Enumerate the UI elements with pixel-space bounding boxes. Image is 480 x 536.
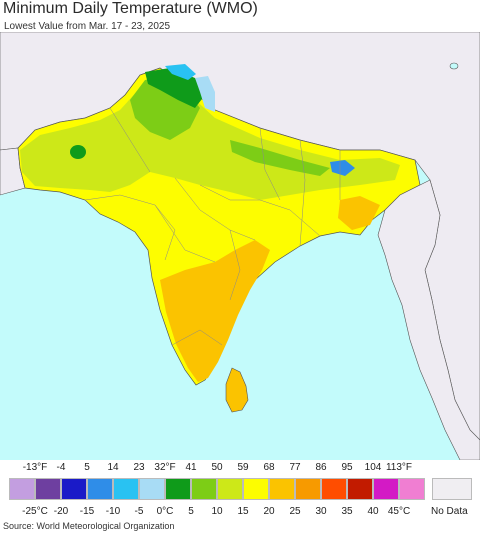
legend-c-label: -5: [134, 506, 144, 517]
legend-swatch: [269, 478, 295, 500]
temperature-map: [0, 32, 480, 460]
map-svg: [0, 32, 480, 460]
legend-c-label: 30: [315, 506, 327, 517]
legend-f-label: 41: [185, 462, 197, 473]
legend-swatch: [113, 478, 139, 500]
legend-f-label: 23: [133, 462, 145, 473]
legend-swatch: [373, 478, 399, 500]
legend-c-label: -20: [53, 506, 69, 517]
legend-f-label: 86: [315, 462, 327, 473]
legend-c-label: 5: [188, 506, 194, 517]
legend-swatch: [399, 478, 425, 500]
legend-c-label: 45°C: [387, 506, 411, 517]
legend-f-label: -13°F: [22, 462, 48, 473]
legend-swatch: [35, 478, 61, 500]
map-title: Minimum Daily Temperature (WMO): [3, 0, 258, 17]
legend-c-label: 10: [211, 506, 223, 517]
legend-c-label: -25°C: [22, 506, 48, 517]
legend-swatch: [295, 478, 321, 500]
legend-c-label: 20: [263, 506, 275, 517]
legend-swatch: [243, 478, 269, 500]
zone-25c: [160, 240, 270, 382]
legend-f-label: 59: [237, 462, 249, 473]
myanmar-land: [377, 179, 480, 460]
legend-f-label: 77: [289, 462, 301, 473]
island-speck: [449, 62, 459, 70]
legend: -13°F -4 5 14 23 32°F 41 50 59 68 77 86 95 104 113°F -…: [0, 462, 480, 522]
legend-f-label: 104: [364, 462, 382, 473]
legend-no-data-swatch: [432, 478, 472, 500]
legend-swatch: [61, 478, 87, 500]
legend-f-label: 113°F: [385, 462, 413, 473]
legend-c-label: 40: [367, 506, 379, 517]
sri-lanka: [225, 367, 249, 413]
legend-swatch: [165, 478, 191, 500]
legend-c-label: -10: [105, 506, 121, 517]
zone-minus10c-bhutan: [330, 160, 355, 176]
legend-c-label: 35: [341, 506, 353, 517]
zone-0c-west: [70, 145, 86, 159]
state-borders: [84, 107, 341, 346]
legend-swatch: [217, 478, 243, 500]
legend-f-label: 50: [211, 462, 223, 473]
map-subtitle: Lowest Value from Mar. 17 - 23, 2025: [4, 21, 171, 32]
legend-c-label: 25: [289, 506, 301, 517]
legend-f-label: 5: [84, 462, 90, 473]
zone-5c-nepal: [230, 140, 330, 176]
zone-25c-bengal: [338, 196, 380, 230]
legend-swatch: [87, 478, 113, 500]
legend-swatch: [347, 478, 373, 500]
legend-swatch: [191, 478, 217, 500]
legend-c-label: 0°C: [156, 506, 174, 517]
legend-swatch: [9, 478, 35, 500]
legend-f-label: 32°F: [154, 462, 176, 473]
source-credit: Source: World Meteorological Organizatio…: [3, 521, 175, 531]
legend-swatch: [321, 478, 347, 500]
legend-c-label: 15: [237, 506, 249, 517]
legend-f-label: 14: [107, 462, 119, 473]
legend-c-label: -15: [79, 506, 95, 517]
legend-swatch: [139, 478, 165, 500]
legend-no-data-label: No Data: [431, 506, 468, 517]
legend-f-label: 95: [341, 462, 353, 473]
legend-f-label: 68: [263, 462, 275, 473]
legend-swatches: [9, 478, 425, 502]
legend-f-label: -4: [56, 462, 66, 473]
zone-minus10c: [165, 64, 196, 80]
zone-minus5c: [195, 76, 215, 112]
